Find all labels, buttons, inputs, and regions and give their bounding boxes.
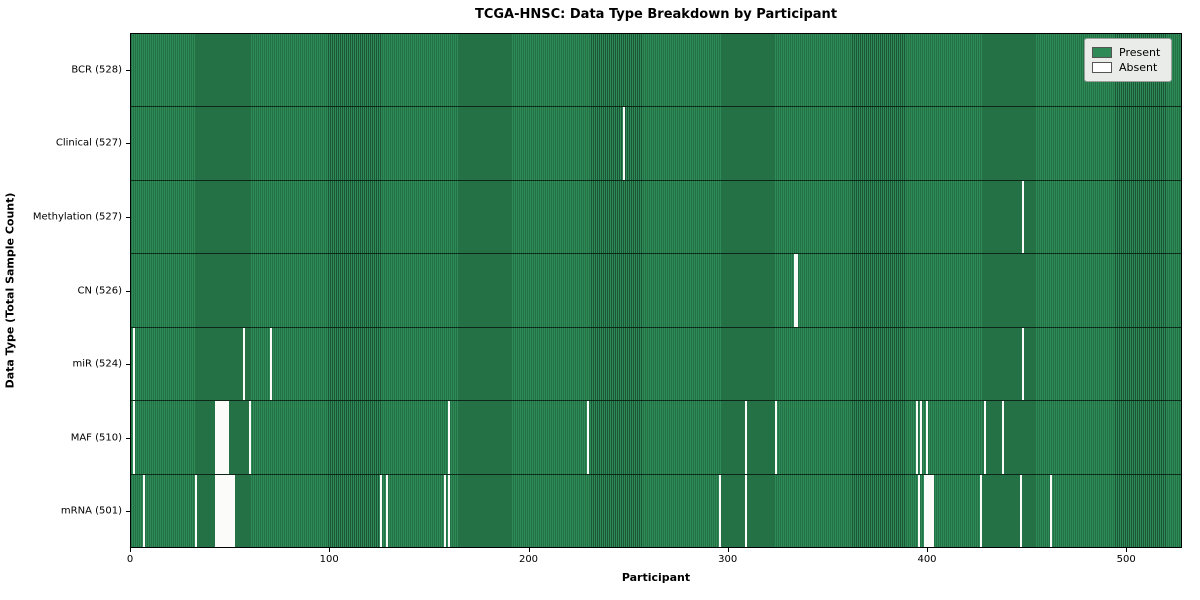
heatmap-row-CN <box>131 254 1181 328</box>
y-tick-label: miR (524) <box>72 358 122 370</box>
y-tick-mark <box>126 216 130 218</box>
absent-stripe <box>1021 180 1024 254</box>
x-tick-label: 500 <box>1116 554 1136 565</box>
absent-stripe <box>222 474 225 547</box>
absent-stripe <box>218 401 221 474</box>
absent-stripe <box>142 474 145 547</box>
absent-stripe <box>220 401 223 474</box>
x-tick-mark <box>130 548 131 552</box>
absent-stripe <box>1021 327 1024 401</box>
heatmap-row-Clinical <box>131 107 1181 181</box>
y-tick-label: CN (526) <box>77 285 122 296</box>
x-tick-mark <box>1126 548 1128 552</box>
y-tick-mark <box>126 437 130 439</box>
absent-stripe <box>222 401 225 474</box>
legend-label-present: Present <box>1119 46 1161 59</box>
x-axis-title: Participant <box>621 571 691 584</box>
y-tick-mark <box>126 511 130 513</box>
absent-stripe <box>916 401 919 474</box>
absent-stripe <box>918 474 920 547</box>
absent-stripe <box>983 401 986 474</box>
absent-stripe <box>226 401 229 474</box>
x-tick-label: 400 <box>917 554 937 565</box>
legend-label-absent: Absent <box>1119 61 1158 74</box>
absent-stripe <box>587 401 590 474</box>
absent-stripe <box>270 327 273 401</box>
absent-stripe <box>228 474 231 547</box>
absent-stripe <box>132 327 135 401</box>
absent-stripe <box>796 254 799 327</box>
absent-stripe <box>931 474 934 547</box>
heatmap-row-MAF <box>131 401 1181 475</box>
absent-stripe <box>1001 401 1004 474</box>
x-tick-mark <box>329 548 331 552</box>
x-tick-mark <box>927 548 928 552</box>
y-tick-mark <box>126 364 130 366</box>
legend-entry-present: Present <box>1092 46 1163 59</box>
legend-swatch-absent-icon <box>1092 62 1112 73</box>
absent-stripe <box>744 474 747 547</box>
absent-stripe <box>230 474 233 547</box>
x-tick-label: 200 <box>518 554 539 565</box>
y-tick-mark <box>126 290 130 292</box>
absent-stripe <box>774 401 777 474</box>
absent-stripe <box>925 401 928 474</box>
legend-entry-absent: Absent <box>1092 61 1163 74</box>
absent-stripe <box>979 474 982 547</box>
absent-stripe <box>214 474 217 547</box>
absent-stripe <box>447 401 450 474</box>
absent-stripe <box>794 254 797 327</box>
heatmap-row-mRNA <box>131 474 1181 547</box>
absent-stripe <box>744 401 747 474</box>
plot-area <box>130 33 1182 548</box>
absent-stripe <box>929 474 932 547</box>
y-tick-mark <box>126 143 130 145</box>
x-tick-mark <box>727 548 729 552</box>
absent-stripe <box>718 474 721 547</box>
absent-stripe <box>923 474 926 547</box>
absent-stripe <box>443 474 446 547</box>
y-tick-label: BCR (528) <box>71 64 122 76</box>
y-tick-label: mRNA (501) <box>60 505 122 517</box>
absent-stripe <box>1019 474 1022 547</box>
absent-stripe <box>920 401 922 474</box>
chart-title: TCGA-HNSC: Data Type Breakdown by Partic… <box>474 7 838 22</box>
y-tick-label: Clinical (527) <box>55 137 122 149</box>
absent-stripe <box>248 401 251 474</box>
absent-stripe <box>447 474 450 547</box>
x-tick-label: 300 <box>718 554 738 565</box>
absent-stripe <box>232 474 235 547</box>
absent-stripe <box>927 474 930 547</box>
absent-stripe <box>132 401 135 474</box>
absent-stripe <box>194 474 197 547</box>
absent-stripe <box>224 401 227 474</box>
heatmap-row-BCR <box>131 34 1181 108</box>
absent-stripe <box>226 474 229 547</box>
absent-stripe <box>925 474 928 547</box>
y-tick-label: MAF (510) <box>70 432 122 444</box>
absent-stripe <box>242 327 245 401</box>
absent-stripe <box>216 474 219 547</box>
absent-stripe <box>214 401 217 474</box>
absent-stripe <box>623 107 626 180</box>
absent-stripe <box>216 401 219 474</box>
y-tick-label: Methylation (527) <box>32 211 122 223</box>
x-tick-mark <box>528 548 530 552</box>
legend-swatch-present-icon <box>1092 47 1112 58</box>
absent-stripe <box>1049 474 1052 547</box>
absent-stripe <box>386 474 389 547</box>
legend: Present Absent <box>1084 38 1172 82</box>
y-tick-mark <box>126 69 130 71</box>
absent-stripe <box>224 474 227 547</box>
absent-stripe <box>220 474 223 547</box>
x-tick-label: 100 <box>319 554 339 565</box>
absent-stripe <box>380 474 383 547</box>
absent-stripe <box>218 474 221 547</box>
heatmap-row-miR <box>131 327 1181 402</box>
heatmap-row-Methylation <box>131 180 1181 255</box>
x-tick-label: 0 <box>126 554 134 565</box>
